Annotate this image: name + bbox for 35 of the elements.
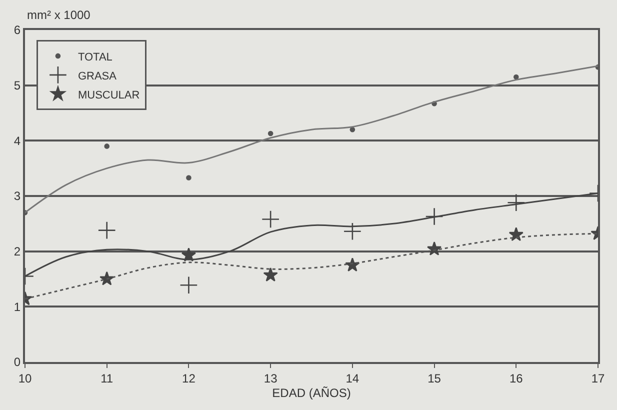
x-tick-label: 13 (264, 371, 278, 386)
point (507, 194, 526, 212)
point (98, 221, 116, 240)
point (350, 126, 356, 132)
y-tick-label: 6 (14, 23, 21, 38)
point (100, 271, 114, 286)
x-tick-label: 16 (509, 371, 524, 386)
legend-label: MUSCULAR (78, 89, 140, 102)
y-tick-label: 5 (14, 78, 21, 93)
x-tick-label: 10 (18, 371, 32, 386)
point (343, 222, 362, 240)
y-tick-label: 0 (14, 355, 21, 370)
y-tick-label: 4 (14, 134, 21, 148)
point (513, 74, 519, 80)
x-tick-label: 17 (591, 371, 605, 386)
y-axis-title: mm² x 1000 (27, 8, 91, 22)
legend-label: GRASA (78, 70, 118, 82)
point (186, 175, 192, 180)
x-tick-label: 11 (100, 371, 114, 386)
point (426, 241, 442, 256)
x-axis-title: EDAD (AÑOS) (272, 386, 351, 400)
y-tick-label: 3 (14, 189, 21, 204)
point (508, 227, 524, 242)
point (425, 207, 444, 226)
x-tick-label: 12 (182, 371, 196, 386)
point (104, 144, 110, 149)
point (262, 210, 280, 228)
point (263, 267, 278, 282)
y-tick-label: 1 (14, 300, 21, 314)
x-tick-label: 14 (346, 371, 360, 386)
point (268, 130, 274, 136)
point (180, 276, 198, 294)
y-tick-label: 2 (14, 244, 21, 259)
x-tick-label: 15 (428, 371, 442, 386)
legend-label: TOTAL (78, 51, 112, 64)
